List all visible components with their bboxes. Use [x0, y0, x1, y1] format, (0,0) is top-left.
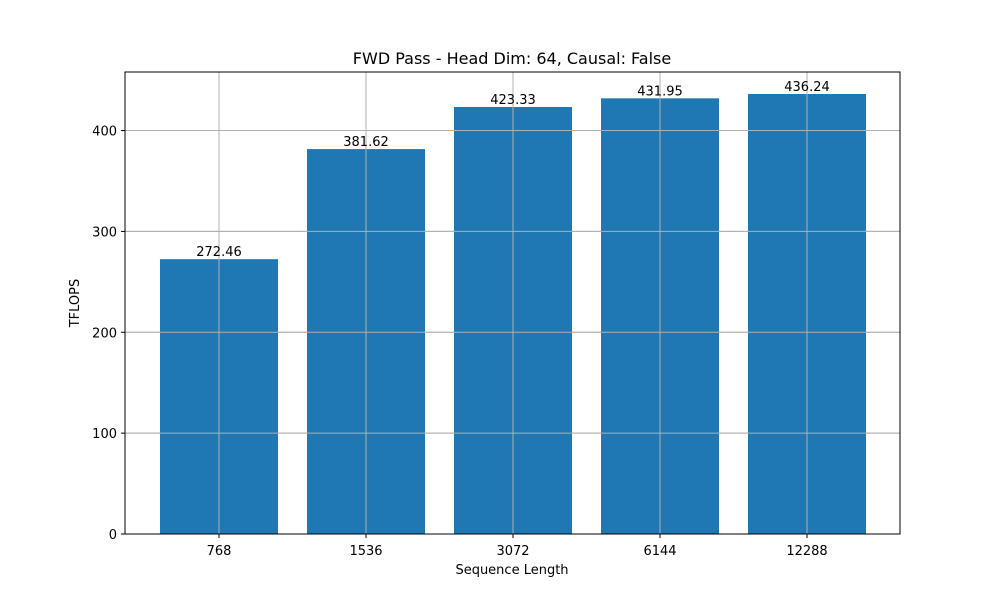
x-tick-label: 12288 — [786, 544, 827, 559]
y-tick-label: 200 — [92, 326, 117, 341]
x-tick-label: 6144 — [643, 544, 676, 559]
x-ticks-layer: 768 1536 3072 6144 12288 — [207, 534, 828, 559]
data-label: 436.24 — [784, 80, 830, 95]
data-label: 381.62 — [343, 135, 389, 150]
y-tick-label: 0 — [109, 528, 117, 543]
y-ticks-layer: 0 100 200 300 400 — [92, 125, 125, 543]
data-labels-layer: 272.46 381.62 423.33 431.95 436.24 — [196, 80, 830, 260]
y-tick-label: 100 — [92, 427, 117, 442]
y-tick-label: 400 — [92, 125, 117, 140]
x-axis-label: Sequence Length — [455, 563, 568, 578]
y-axis-label: TFLOPS — [68, 279, 83, 329]
grid-overlay — [125, 72, 900, 535]
data-label: 272.46 — [196, 245, 242, 260]
y-tick-label: 300 — [92, 225, 117, 240]
x-tick-label: 1536 — [349, 544, 382, 559]
chart-title: FWD Pass - Head Dim: 64, Causal: False — [353, 49, 671, 68]
bars-layer — [125, 72, 900, 535]
x-tick-label: 768 — [207, 544, 232, 559]
data-label: 431.95 — [637, 84, 683, 99]
data-label: 423.33 — [490, 93, 536, 108]
x-tick-label: 3072 — [496, 544, 529, 559]
